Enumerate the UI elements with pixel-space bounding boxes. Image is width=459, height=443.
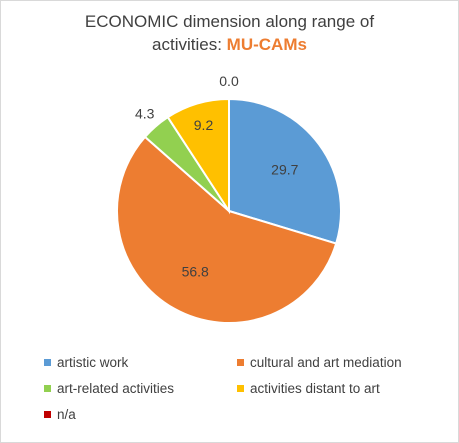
legend-swatch-artistic-work: [44, 359, 51, 366]
legend-swatch-cultural-and-art-mediation: [237, 359, 244, 366]
legend-label-artistic-work: artistic work: [57, 355, 129, 370]
legend-swatch-art-related-activities: [44, 385, 51, 392]
legend-item-activities-distant-to-art: activities distant to art: [237, 380, 380, 398]
pie-slices: [116, 97, 342, 324]
data-label-n-a: 0.0: [219, 73, 239, 89]
chart-title: ECONOMIC dimension along range of activi…: [0, 10, 459, 56]
legend-label-art-related-activities: art-related activities: [57, 381, 175, 396]
legend-label-cultural-and-art-mediation: cultural and art mediation: [250, 355, 402, 370]
data-label-activities-distant-to-art: 9.2: [194, 117, 214, 133]
pie-slice-activities-distant-to-art: [166, 97, 230, 215]
chart-title-line2: activities: MU-CAMs: [0, 33, 459, 56]
chart-title-line1: ECONOMIC dimension along range of: [84, 12, 375, 31]
chart-title-highlight: MU-CAMs: [226, 35, 307, 54]
pie-data-labels: 29.7 56.8 4.3 9.2 0.0: [135, 73, 299, 280]
data-label-art-related-activities: 4.3: [135, 106, 155, 122]
legend-item-art-related-activities: art-related activities: [44, 380, 174, 398]
legend-item-cultural-and-art-mediation: cultural and art mediation: [237, 354, 402, 372]
legend-item-artistic-work: artistic work: [44, 354, 128, 372]
chart-title-prefix: activities:: [152, 35, 227, 54]
data-label-artistic-work: 29.7: [271, 162, 298, 178]
legend-swatch-activities-distant-to-art: [237, 385, 244, 392]
legend-swatch-n-a: [44, 411, 51, 418]
legend-item-n-a: n/a: [44, 406, 76, 424]
pie-slice-cultural-and-art-mediation: [116, 135, 338, 324]
data-label-cultural-and-art-mediation: 56.8: [182, 264, 209, 280]
legend-label-n-a: n/a: [57, 407, 76, 422]
legend-label-activities-distant-to-art: activities distant to art: [250, 381, 380, 396]
pie-slice-artistic-work: [228, 97, 342, 245]
